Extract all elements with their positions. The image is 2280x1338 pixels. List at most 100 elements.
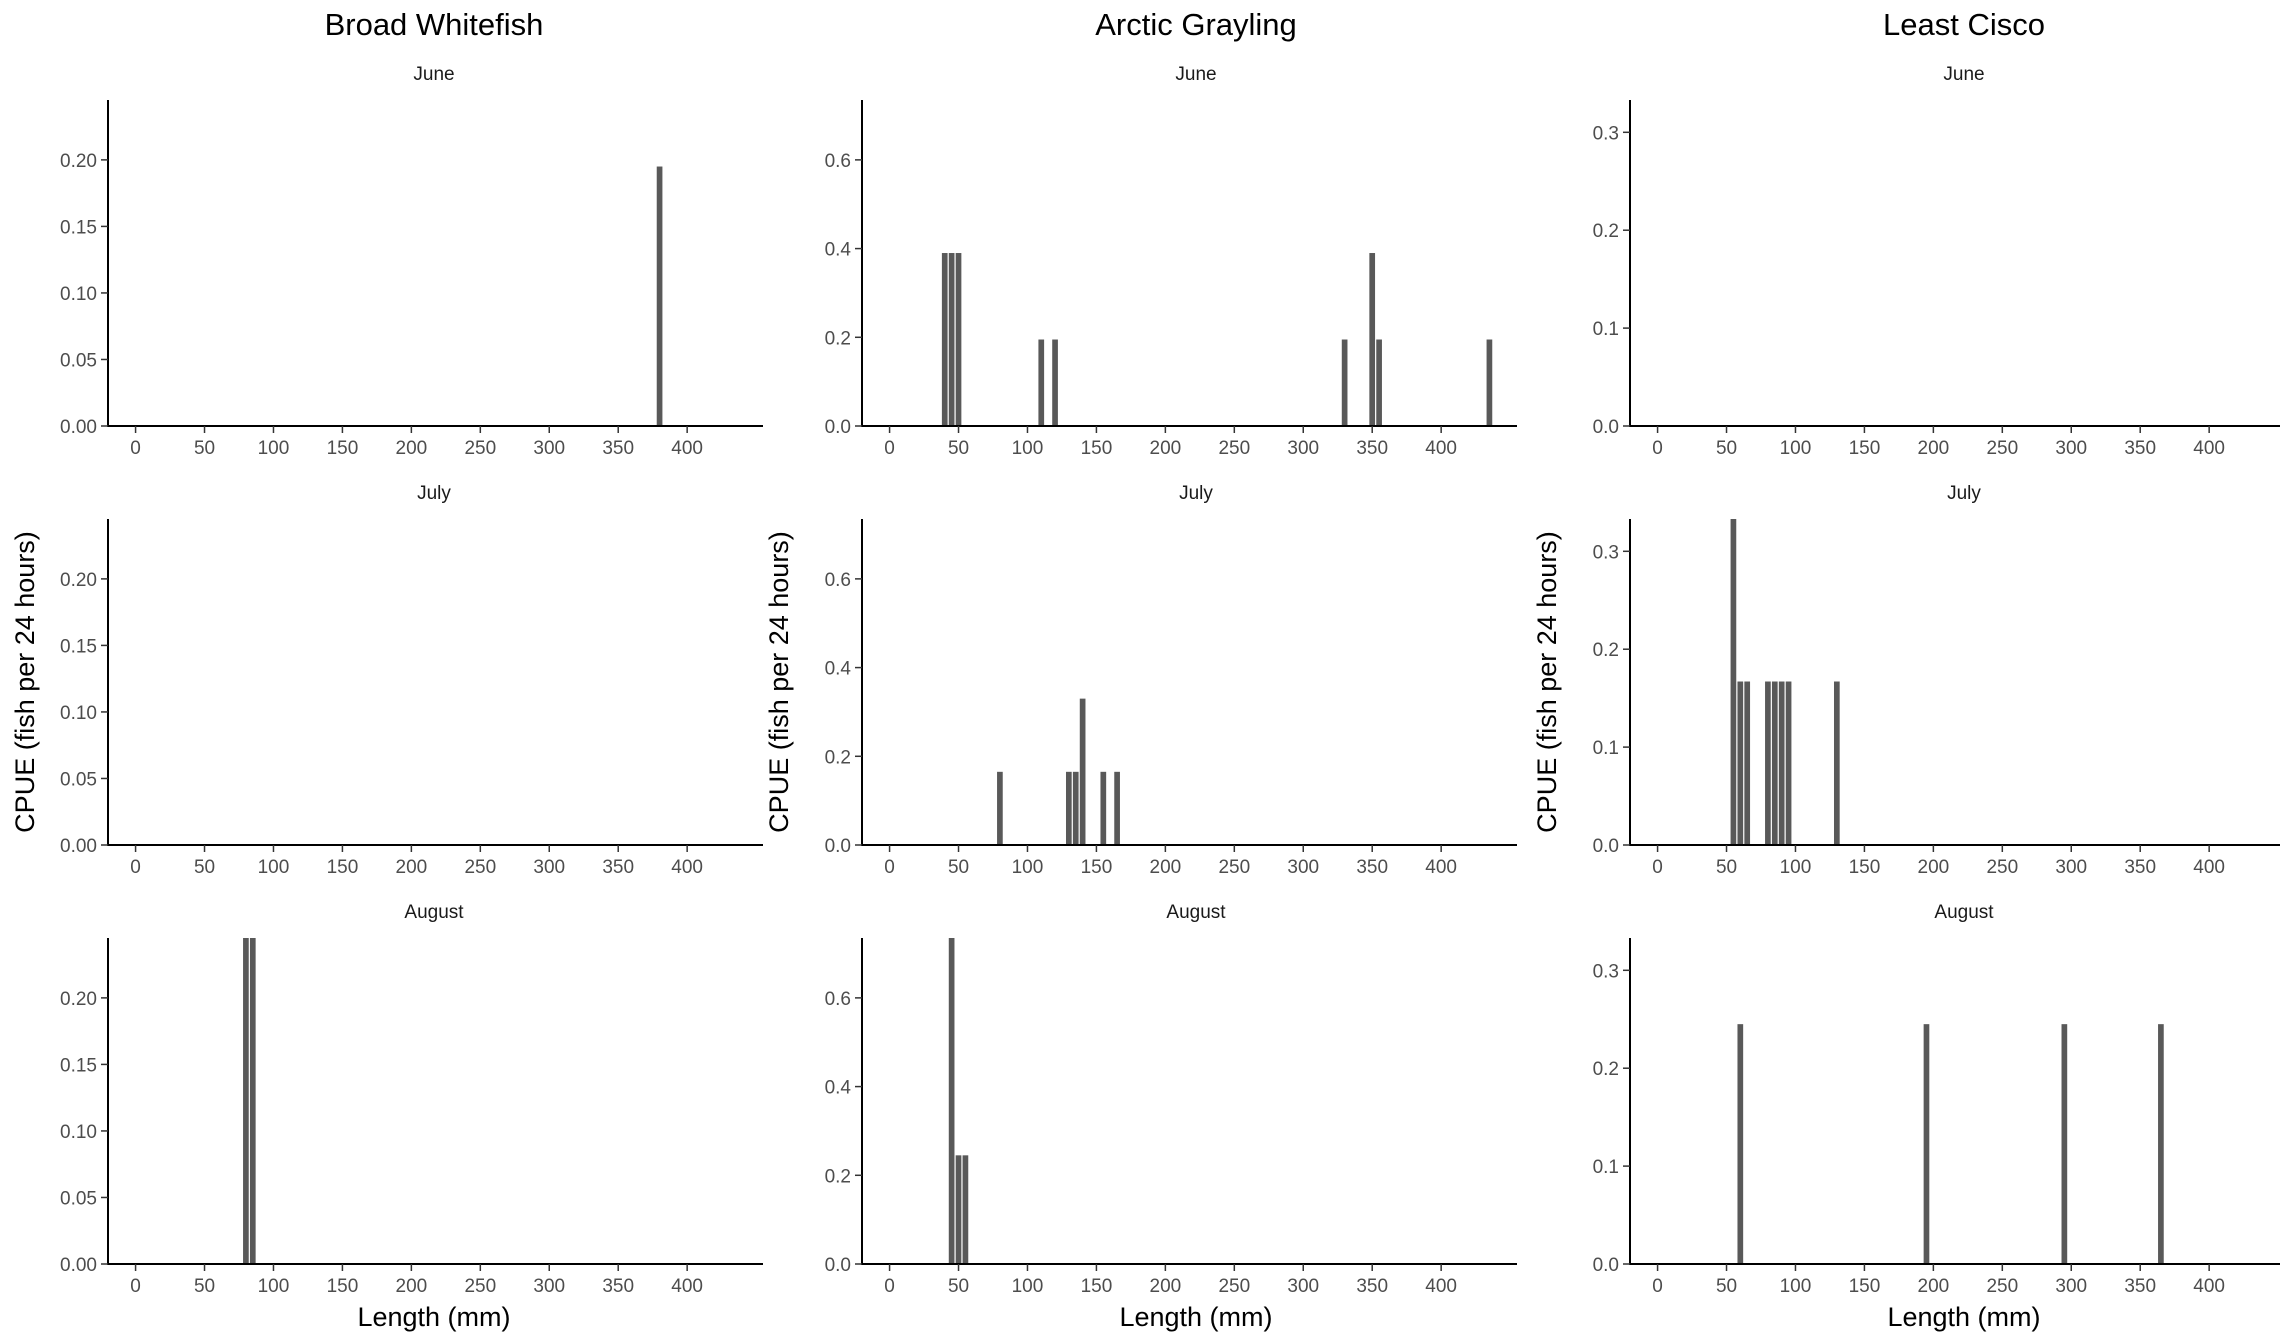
x-tick-label: 250 xyxy=(1986,857,2018,878)
x-tick-label: 100 xyxy=(258,857,290,878)
y-tick-label: 0.0 xyxy=(825,1255,851,1276)
x-tick-label: 200 xyxy=(1150,438,1182,459)
y-tick-label: 0.2 xyxy=(1593,1059,1619,1080)
x-tick-label: 400 xyxy=(1425,857,1457,878)
y-tick-label: 0.0 xyxy=(1593,1255,1619,1276)
y-tick-label: 0.4 xyxy=(825,1078,852,1099)
y-tick-label: 0.6 xyxy=(825,570,851,591)
bar xyxy=(1923,1024,1930,1264)
x-tick-label: 350 xyxy=(2124,1276,2156,1297)
x-tick-label: 150 xyxy=(1081,857,1113,878)
bar xyxy=(1038,339,1045,426)
x-tick-label: 50 xyxy=(194,857,215,878)
x-tick-label: 100 xyxy=(1780,438,1812,459)
x-tick-label: 400 xyxy=(1425,438,1457,459)
y-tick-label: 0.4 xyxy=(825,659,852,680)
bar xyxy=(1778,681,1785,845)
x-tick-label: 0 xyxy=(130,857,141,878)
y-tick-label: 0.2 xyxy=(1593,221,1619,242)
x-tick-label: 300 xyxy=(2055,1276,2087,1297)
x-tick-label: 350 xyxy=(2124,438,2156,459)
y-tick-label: 0.15 xyxy=(60,217,97,238)
x-tick-label: 200 xyxy=(1918,857,1950,878)
y-tick-label: 0.00 xyxy=(60,1255,97,1276)
x-tick-label: 350 xyxy=(602,438,634,459)
x-tick-label: 350 xyxy=(1356,1276,1388,1297)
y-tick-label: 0.6 xyxy=(825,989,851,1010)
x-tick-label: 150 xyxy=(327,857,359,878)
bar xyxy=(941,253,948,426)
x-tick-label: 400 xyxy=(671,1276,703,1297)
x-tick-label: 300 xyxy=(2055,857,2087,878)
y-tick-label: 0.1 xyxy=(1593,319,1619,340)
species-title: Arctic Grayling xyxy=(1095,7,1297,42)
y-tick-label: 0.15 xyxy=(60,1055,97,1076)
y-tick-label: 0.10 xyxy=(60,284,97,305)
x-tick-label: 200 xyxy=(1918,438,1950,459)
x-tick-label: 300 xyxy=(533,1276,565,1297)
y-tick-label: 0.2 xyxy=(1593,640,1619,661)
x-tick-label: 150 xyxy=(1849,438,1881,459)
x-tick-label: 100 xyxy=(1012,438,1044,459)
bar xyxy=(1100,771,1107,845)
panel-month-title: June xyxy=(1943,64,1984,85)
y-tick-label: 0.20 xyxy=(60,989,97,1010)
x-tick-label: 200 xyxy=(1150,1276,1182,1297)
bar xyxy=(1486,339,1493,426)
x-tick-label: 0 xyxy=(884,857,895,878)
x-tick-label: 50 xyxy=(1716,438,1737,459)
x-tick-label: 200 xyxy=(396,438,428,459)
x-tick-label: 150 xyxy=(1081,438,1113,459)
bar xyxy=(2158,1024,2164,1264)
panel-month-title: July xyxy=(1947,483,1981,504)
bar xyxy=(962,1155,969,1264)
x-tick-label: 250 xyxy=(1218,438,1250,459)
x-tick-label: 150 xyxy=(327,438,359,459)
bar xyxy=(1341,339,1348,426)
x-tick-label: 400 xyxy=(1425,1276,1457,1297)
bar xyxy=(1114,771,1120,845)
panel-month-title: August xyxy=(404,902,464,923)
species-title: Least Cisco xyxy=(1883,7,2045,42)
y-tick-label: 0.1 xyxy=(1593,1157,1619,1178)
bar xyxy=(1079,698,1086,845)
x-tick-label: 0 xyxy=(130,438,141,459)
bar xyxy=(997,771,1003,845)
x-tick-label: 400 xyxy=(2193,438,2225,459)
x-tick-label: 400 xyxy=(671,438,703,459)
y-tick-label: 0.05 xyxy=(60,769,97,790)
y-tick-label: 0.1 xyxy=(1593,738,1619,759)
x-axis-title: Length (mm) xyxy=(1119,1302,1272,1332)
x-tick-label: 150 xyxy=(1849,857,1881,878)
species-title: Broad Whitefish xyxy=(325,7,544,42)
bar xyxy=(1765,681,1771,845)
y-tick-label: 0.20 xyxy=(60,151,97,172)
x-tick-label: 250 xyxy=(464,857,496,878)
x-tick-label: 200 xyxy=(1918,1276,1950,1297)
panel-month-title: June xyxy=(1175,64,1216,85)
bar xyxy=(1785,681,1792,845)
x-tick-label: 50 xyxy=(948,438,969,459)
x-tick-label: 350 xyxy=(602,1276,634,1297)
bar xyxy=(1072,771,1079,845)
bar xyxy=(2061,1024,2068,1264)
y-tick-label: 0.10 xyxy=(60,703,97,724)
x-tick-label: 50 xyxy=(948,1276,969,1297)
x-tick-label: 200 xyxy=(1150,857,1182,878)
bar xyxy=(243,938,249,1264)
x-tick-label: 250 xyxy=(464,438,496,459)
bar xyxy=(1369,253,1376,426)
x-axis-title: Length (mm) xyxy=(357,1302,510,1332)
x-tick-label: 250 xyxy=(1218,857,1250,878)
x-tick-label: 100 xyxy=(258,438,290,459)
x-tick-label: 100 xyxy=(1012,857,1044,878)
y-axis-title: CPUE (fish per 24 hours) xyxy=(10,531,40,833)
bar xyxy=(656,166,663,426)
x-tick-label: 0 xyxy=(884,438,895,459)
x-tick-label: 100 xyxy=(1012,1276,1044,1297)
bar xyxy=(948,938,955,1264)
x-tick-label: 250 xyxy=(1986,438,2018,459)
y-tick-label: 0.6 xyxy=(825,151,851,172)
